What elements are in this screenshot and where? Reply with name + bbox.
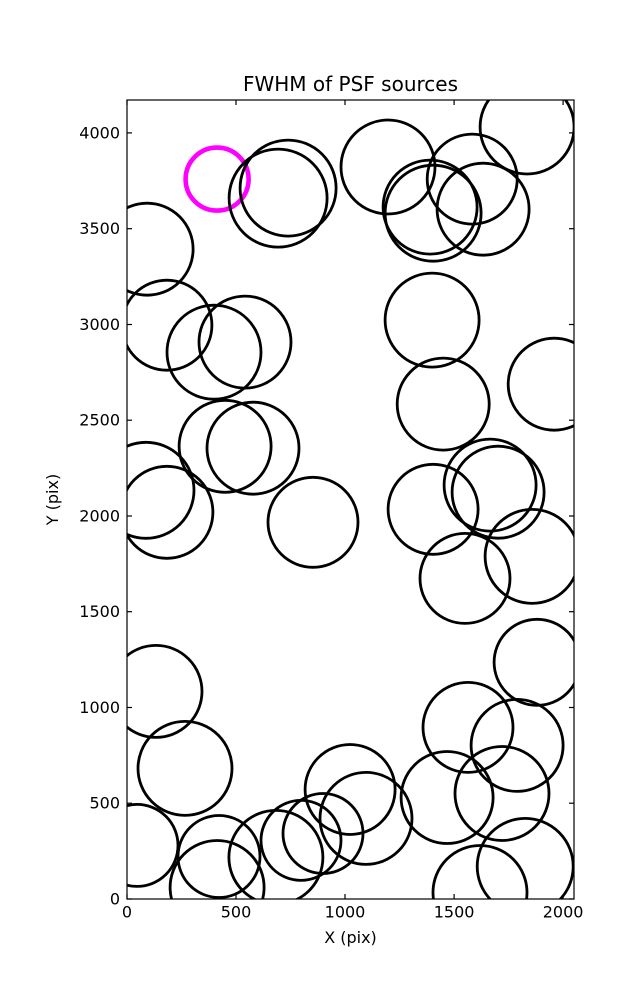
tick-labels: 0 500 1000 1500 2000 0 500 1000 1500 2000 2500 3000… (79, 123, 583, 921)
psf-source-circle (381, 158, 479, 256)
psf-source-circle (483, 508, 574, 605)
psf-source-circle (475, 817, 574, 899)
psf-source-circle (281, 792, 365, 875)
psf-source-circle (453, 745, 551, 842)
psf-source-circle (266, 475, 360, 569)
psf-source-circle (425, 132, 519, 226)
y-tick-label: 4000 (79, 123, 120, 142)
psf-source-circle (227, 809, 325, 899)
x-tick-label: 1500 (434, 903, 475, 922)
y-tick-label: 1500 (79, 602, 120, 621)
psf-source-circle (177, 398, 273, 494)
y-tick-label: 500 (89, 794, 120, 813)
psf-source-circle (399, 750, 495, 845)
x-axis-label: X (pix) (324, 928, 377, 947)
psf-source-circle (450, 444, 546, 540)
x-tick-label: 0 (122, 903, 132, 922)
y-tick-label: 0 (110, 890, 120, 909)
psf-source-circle (127, 440, 196, 540)
x-tick-label: 2000 (543, 903, 584, 922)
chart-title: FWHM of PSF sources (243, 72, 458, 96)
y-tick-label: 2500 (79, 411, 120, 430)
psf-source-circle (318, 771, 414, 866)
psf-source-circle (127, 201, 195, 297)
psf-source-circle (197, 294, 293, 390)
tick-marks (126, 100, 574, 900)
psf-source-circle (165, 303, 263, 401)
psf-source-circle (435, 161, 531, 257)
y-axis-label: Y (pix) (43, 474, 62, 526)
psf-source-circle (383, 163, 483, 263)
axes-frame (126, 99, 575, 900)
psf-circles-layer (127, 100, 574, 899)
y-tick-label: 2000 (79, 507, 120, 526)
x-tick-label: 1000 (325, 903, 366, 922)
psf-source-circle (383, 271, 481, 369)
psf-source-circle (238, 138, 338, 238)
psf-source-circle (127, 464, 215, 560)
y-tick-label: 3000 (79, 315, 120, 334)
psf-source-circle (506, 336, 574, 432)
psf-source-circle (127, 803, 180, 888)
psf-source-circle (395, 356, 491, 452)
psf-source-circle (127, 644, 204, 739)
psf-source-circle (136, 720, 234, 817)
psf-source-circle (421, 681, 515, 774)
psf-source-circle (431, 844, 529, 899)
x-tick-label: 500 (221, 903, 252, 922)
psf-source-circle (492, 617, 574, 707)
psf-source-circle (303, 743, 397, 836)
psf-source-circle (205, 400, 301, 496)
psf-source-circle (386, 462, 480, 556)
psf-source-circle (469, 698, 565, 793)
psf-source-circle (339, 118, 437, 216)
psf-source-circle (478, 100, 574, 176)
psf-source-circle (176, 814, 262, 899)
y-tick-label: 1000 (79, 698, 120, 717)
psf-source-circle (227, 147, 329, 249)
psf-source-circle-highlight (183, 145, 251, 213)
y-tick-label: 3500 (79, 219, 120, 238)
psf-source-circle (168, 839, 266, 899)
psf-source-circle (418, 532, 512, 625)
psf-source-circle (442, 437, 538, 533)
psf-source-circle (127, 278, 214, 372)
